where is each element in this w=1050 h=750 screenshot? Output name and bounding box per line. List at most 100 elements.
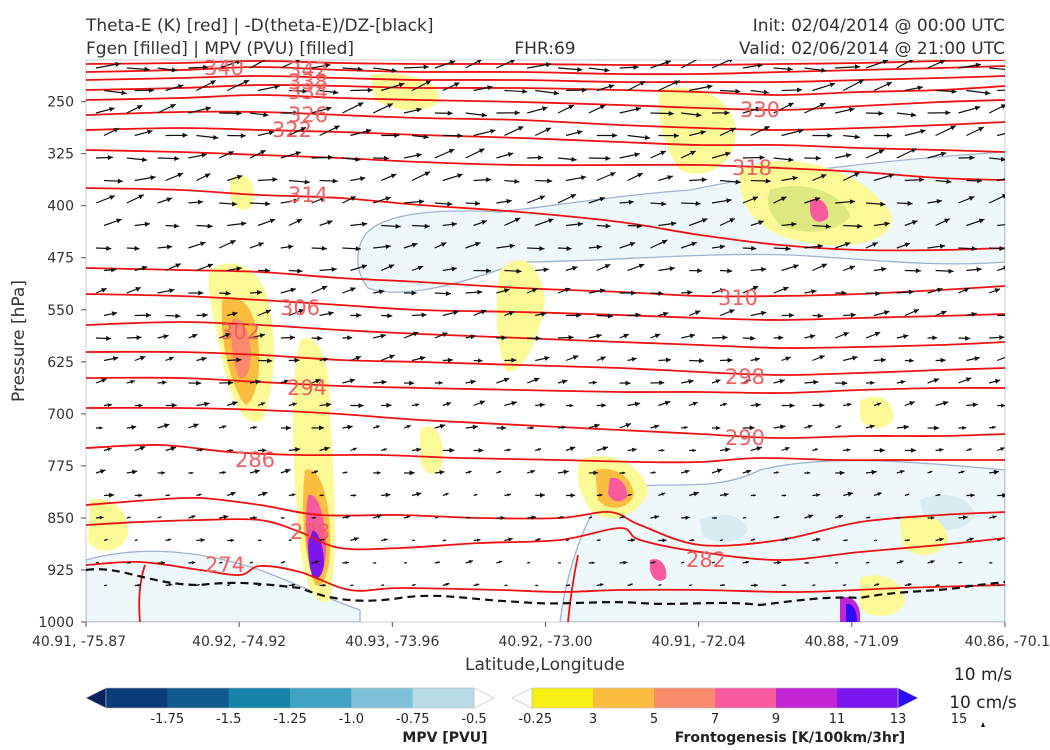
wind-vector-head xyxy=(417,265,424,271)
wind-vector-head xyxy=(960,561,963,564)
colorbar-segment xyxy=(593,688,655,708)
wind-vector-head xyxy=(225,332,231,338)
wind-vector-head xyxy=(531,515,537,520)
wind-vector-head xyxy=(385,196,391,202)
wind-vector-head xyxy=(581,87,587,93)
theta-e-contour xyxy=(86,518,1005,561)
wind-vector-head xyxy=(204,173,211,179)
wind-vector-head xyxy=(965,335,971,341)
wind-vector-head xyxy=(900,470,905,474)
wind-vector-head xyxy=(880,357,886,363)
wind-vector-head xyxy=(752,196,758,202)
wind-vector-head xyxy=(696,112,702,118)
wind-vector-head xyxy=(411,242,418,248)
wind-vector-head xyxy=(604,264,611,269)
wind-vector-head xyxy=(542,106,548,112)
wind-vectors xyxy=(95,60,1005,588)
wind-vector-head xyxy=(691,539,695,542)
fgen-colorbar-label: Frontogenesis [K/100km/3hr] xyxy=(675,730,905,746)
theta-e-contour-label: 298 xyxy=(725,365,765,389)
wind-vector-head xyxy=(903,424,909,430)
wind-vector-head xyxy=(191,561,196,565)
wind-vector-head xyxy=(201,152,207,158)
wind-vector-head xyxy=(256,290,262,295)
wind-vector-head xyxy=(166,197,173,203)
wind-vector-head xyxy=(999,246,1005,251)
wind-vector-head xyxy=(797,87,803,93)
wind-vector-head xyxy=(286,425,291,431)
wind-vector-head xyxy=(390,173,397,179)
wind-vector-head xyxy=(950,125,956,131)
wind-vector-head xyxy=(633,64,639,70)
wind-vector-head xyxy=(541,311,547,317)
wind-vector-head xyxy=(109,195,115,200)
fgen-region xyxy=(860,575,905,616)
y-tick-label: 475 xyxy=(47,251,74,267)
wind-vector-head xyxy=(236,110,242,116)
wind-vector-head xyxy=(939,537,944,542)
wind-vector-head xyxy=(660,150,666,156)
theta-e-contour-label: 334 xyxy=(288,80,328,104)
wind-vector-head xyxy=(236,266,242,272)
colorbar-extend-right xyxy=(897,687,919,709)
wind-vector-head xyxy=(378,289,385,295)
y-tick-label: 850 xyxy=(47,511,74,527)
wind-vector-head xyxy=(167,494,170,497)
wind-vector-head xyxy=(304,179,310,185)
wind-vector xyxy=(249,60,267,69)
wind-vector-head xyxy=(220,561,223,564)
wind-vector-head xyxy=(385,492,391,498)
wind-vector-head xyxy=(621,515,625,519)
theta-e-contour xyxy=(86,267,1005,298)
wind-vector-head xyxy=(539,402,545,408)
wind-vector-head xyxy=(844,584,847,586)
wind-vector-head xyxy=(147,129,153,135)
wind-vector-head xyxy=(907,200,913,206)
wind-vector-head xyxy=(230,538,235,543)
wind-vector-head xyxy=(592,380,597,385)
wind-vector-head xyxy=(439,470,445,475)
x-tick-label: 40.93, -73.96 xyxy=(345,634,439,650)
wind-vector-head xyxy=(232,401,238,406)
wind-vector-head xyxy=(200,241,206,247)
wind-vector-head xyxy=(811,289,817,295)
wind-vector-head xyxy=(170,446,176,452)
wind-vector-head xyxy=(106,335,112,341)
wind-vector-head xyxy=(691,241,697,247)
wind-vector-head xyxy=(210,80,216,85)
wind-vector-head xyxy=(327,220,333,225)
wind-vector-head xyxy=(543,267,549,273)
wind-vector-head xyxy=(875,539,877,542)
wind-vector-head xyxy=(934,425,940,431)
wind-vector-head xyxy=(439,424,446,429)
wind-vector-head xyxy=(765,178,771,184)
wind-vector-head xyxy=(486,268,492,274)
wind-vector-head xyxy=(356,312,362,318)
wind-vector-head xyxy=(255,379,261,385)
wind-vector-head xyxy=(780,424,786,430)
wind-vector-head xyxy=(144,221,150,227)
wind-vector-head xyxy=(716,468,723,474)
wind-vector-head xyxy=(671,221,677,227)
wind-vector-head xyxy=(659,380,665,386)
fgen-region xyxy=(767,186,850,232)
wind-vector-head xyxy=(113,128,119,133)
wind-vector-head xyxy=(962,515,968,520)
wind-vector-head xyxy=(674,80,680,85)
wind-vector-head xyxy=(511,357,517,363)
wind-vector-head xyxy=(974,356,980,362)
wind-vector-head xyxy=(100,469,106,474)
wind-vector-head xyxy=(610,172,616,177)
wind-vector-head xyxy=(198,493,202,497)
wind-vector-head xyxy=(688,379,694,384)
wind-vector-head xyxy=(479,148,485,154)
y-tick-label: 925 xyxy=(47,563,74,579)
wind-vector-head xyxy=(792,175,798,181)
colorbar-tick-label: 13 xyxy=(890,712,907,727)
wind-vector-head xyxy=(445,291,451,297)
wind-vector-head xyxy=(196,380,202,386)
wind-vector-head xyxy=(282,517,285,519)
wind-vector-head xyxy=(608,84,615,89)
wind-vector-head xyxy=(419,355,426,361)
wind-vector-head xyxy=(451,221,457,227)
